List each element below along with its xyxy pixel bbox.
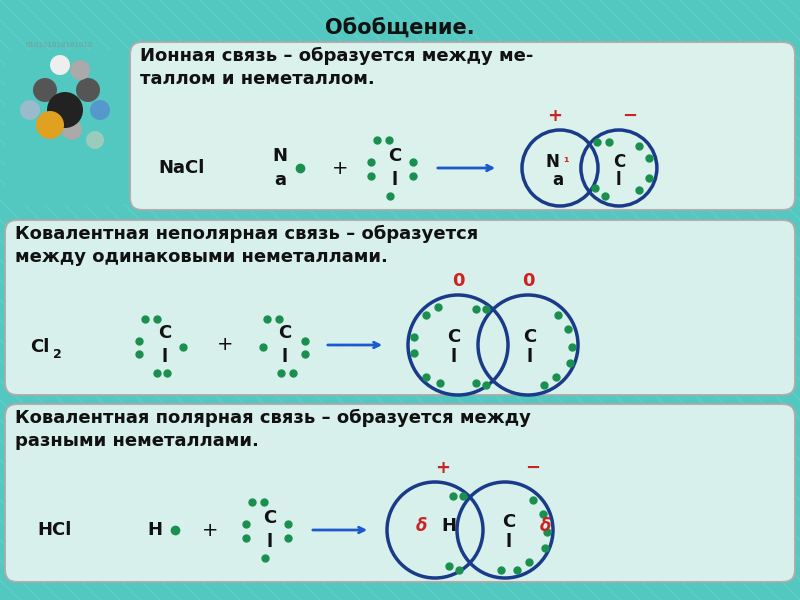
Text: H: H [442, 517, 457, 535]
Text: l: l [527, 348, 533, 366]
Text: H: H [147, 521, 162, 539]
Text: −: − [526, 459, 541, 477]
Text: l: l [267, 533, 273, 551]
Text: NaCl: NaCl [158, 159, 204, 177]
Ellipse shape [20, 100, 40, 120]
Ellipse shape [76, 78, 100, 102]
Text: C: C [158, 324, 172, 342]
Ellipse shape [86, 131, 104, 149]
Text: C: C [263, 509, 277, 527]
Text: δ: δ [539, 517, 550, 535]
Text: 0: 0 [452, 272, 464, 290]
Ellipse shape [70, 60, 90, 80]
FancyBboxPatch shape [5, 220, 795, 395]
Text: a: a [274, 171, 286, 189]
Text: l: l [282, 348, 288, 366]
FancyBboxPatch shape [130, 42, 795, 210]
Text: +: + [217, 335, 234, 355]
Text: C: C [447, 328, 461, 346]
Ellipse shape [36, 111, 64, 139]
Ellipse shape [90, 100, 110, 120]
Text: +: + [547, 107, 562, 125]
Text: Ковалентная неполярная связь – образуется
между одинаковыми неметаллами.: Ковалентная неполярная связь – образуетс… [15, 225, 478, 266]
Text: Обобщение.: Обобщение. [325, 18, 475, 38]
Text: +: + [435, 459, 450, 477]
Text: C: C [613, 153, 625, 171]
Text: C: C [502, 513, 516, 531]
Text: +: + [332, 158, 348, 178]
Text: l: l [451, 348, 457, 366]
Text: 0: 0 [522, 272, 534, 290]
Text: l: l [616, 171, 622, 189]
FancyBboxPatch shape [5, 50, 130, 205]
Text: 010101018161010: 010101018161010 [25, 42, 93, 48]
Ellipse shape [62, 120, 82, 140]
Text: N: N [545, 153, 559, 171]
Ellipse shape [33, 78, 57, 102]
Text: ¹: ¹ [563, 155, 569, 169]
Text: Cl: Cl [30, 338, 50, 356]
Text: +: + [202, 520, 218, 539]
Ellipse shape [50, 55, 70, 75]
Text: Ионная связь – образуется между ме-
таллом и неметаллом.: Ионная связь – образуется между ме- талл… [140, 47, 534, 88]
Text: C: C [388, 147, 402, 165]
Text: C: C [523, 328, 537, 346]
Text: C: C [278, 324, 292, 342]
Text: l: l [506, 533, 512, 551]
Text: Ковалентная полярная связь – образуется между
разными неметаллами.: Ковалентная полярная связь – образуется … [15, 409, 531, 450]
Text: N: N [273, 147, 287, 165]
Text: l: l [392, 171, 398, 189]
Text: HCl: HCl [38, 521, 72, 539]
FancyBboxPatch shape [5, 404, 795, 582]
Text: 2: 2 [53, 347, 62, 361]
Ellipse shape [47, 92, 83, 128]
Text: −: − [622, 107, 637, 125]
Text: δ: δ [415, 517, 426, 535]
Text: a: a [553, 171, 563, 189]
Text: l: l [162, 348, 168, 366]
